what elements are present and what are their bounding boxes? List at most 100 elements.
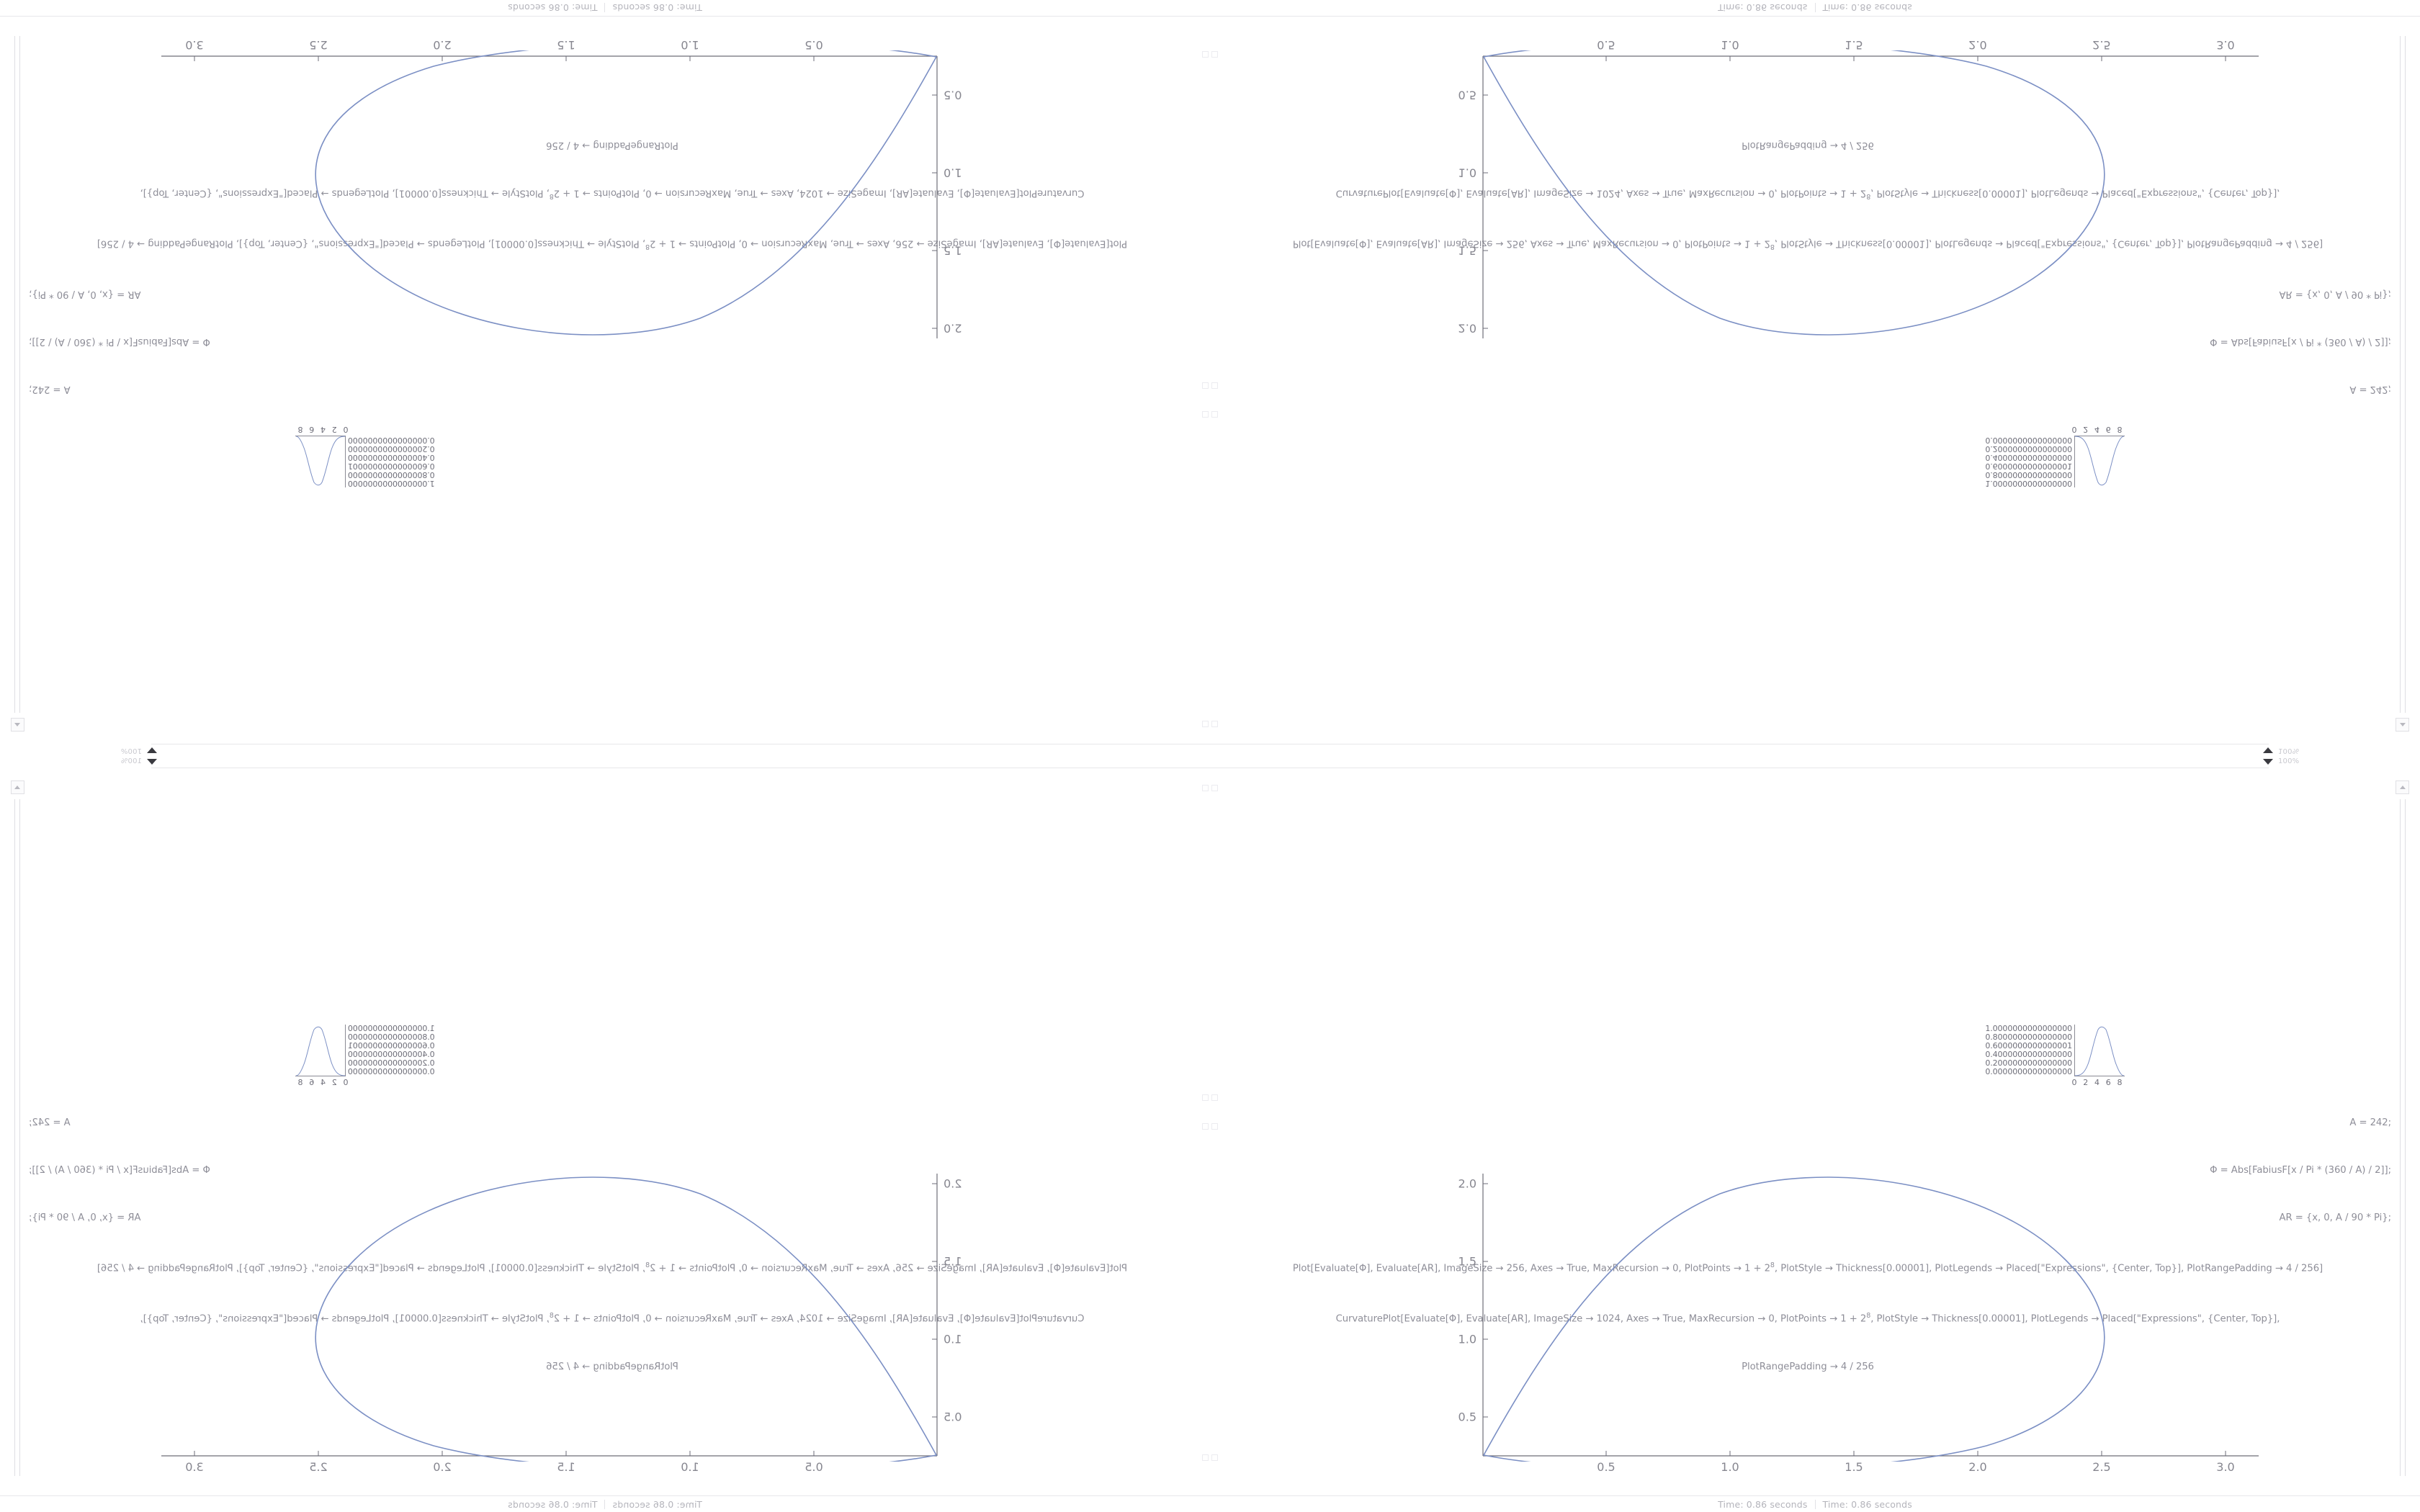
y-tick-label: 0.4000000000000000 <box>1985 1050 2072 1060</box>
notebook-pane: 100% 1.00000000000000 <box>0 0 1210 756</box>
notebook-content: 1.0000000000000000 0.8000000000000000 0.… <box>0 756 1210 1512</box>
x-tick-label: 0.5 <box>1597 38 1615 52</box>
x-tick-label: 3.0 <box>185 1460 204 1474</box>
status-time-label: Time: 0.86 seconds <box>1718 2 1808 14</box>
x-tick-label: 2.5 <box>2092 1460 2111 1474</box>
y-tick-label: 0.4000000000000000 <box>1985 452 2072 462</box>
status-time-label: Time: 0.86 seconds <box>612 1498 702 1510</box>
status-divider <box>1814 1499 1816 1509</box>
status-time-label-2: Time: 0.86 seconds <box>508 2 598 14</box>
status-divider <box>604 3 606 13</box>
cell-bracket[interactable] <box>1211 785 1218 791</box>
scrollbar-track-left[interactable] <box>2400 799 2401 1476</box>
code-line-2: Φ = Abs[FabiusF[x / Pi * (360 / A) / 2]]… <box>2210 1165 2391 1176</box>
y-tick-label: 2.0 <box>944 1176 962 1191</box>
x-tick-label: 0.5 <box>1597 1460 1615 1474</box>
x-tick-label: 4 <box>2094 1078 2099 1087</box>
cell-bracket[interactable] <box>1211 1454 1218 1461</box>
legend-inset-plot: 1.0000000000000000 0.8000000000000000 0.… <box>295 425 435 488</box>
cell-bracket[interactable] <box>1211 1094 1218 1101</box>
legend-plot-y-ticklabels: 1.0000000000000000 0.8000000000000000 0.… <box>1985 1024 2074 1077</box>
x-tick-label: 2.0 <box>1968 1460 1987 1474</box>
code-line-1: A = 242; <box>2349 1117 2391 1128</box>
curvature-curve-svg <box>161 1174 938 1462</box>
legend-plot-frame <box>295 436 346 487</box>
y-axis-line <box>2074 1025 2075 1076</box>
quadrant-top-left: 100% 1.00000000000000 <box>0 0 1210 756</box>
scroll-up-button[interactable] <box>2396 780 2409 794</box>
status-time-label-2: Time: 0.86 seconds <box>1822 2 1912 14</box>
status-bar: Time: 0.86 seconds Time: 0.86 seconds <box>0 1496 1210 1512</box>
y-tick-label: 2.0 <box>1458 1176 1476 1191</box>
vertical-scrollbar[interactable] <box>2396 780 2413 1486</box>
notebook-pane: 100% 1.0000000000000000 <box>1210 756 2420 1512</box>
scrollbar-track-right[interactable] <box>2405 799 2406 1476</box>
x-tick-label: 6 <box>2105 1078 2111 1087</box>
status-time-label: Time: 0.86 seconds <box>1718 1498 1808 1510</box>
status-time-label-2: Time: 0.86 seconds <box>508 1498 598 1510</box>
zoom-control[interactable]: 100% <box>2263 757 2299 765</box>
quadrant-bottom-right: 100% 1.0000000000000000 <box>1210 756 2420 1512</box>
legend-plot-frame <box>2074 1025 2125 1076</box>
legend-inset-plot: 1.0000000000000000 0.8000000000000000 0.… <box>1985 425 2125 488</box>
x-tick-label: 0.5 <box>805 38 823 52</box>
zoom-level-label: 100% <box>2278 757 2300 765</box>
curvature-plot: 0.5 1.0 1.5 2.0 <box>144 1174 994 1476</box>
quadrant-top-right: 100% 1.0000000000000000 <box>1210 0 2420 756</box>
y-tick-label: 0.2000000000000000 <box>348 444 435 454</box>
notebook-pane: 100% 1.0000000000000000 <box>0 756 1210 1512</box>
status-time-label-2: Time: 0.86 seconds <box>1822 1498 1912 1510</box>
legend-inset-plot: 1.0000000000000000 0.8000000000000000 0.… <box>295 1024 435 1087</box>
status-bar: Time: 0.86 seconds Time: 0.86 seconds <box>1210 1496 2420 1512</box>
x-tick-label: 1.5 <box>557 1460 575 1474</box>
code-line-3: AR = {x, 0, A / 90 * Pi}; <box>2279 1212 2392 1223</box>
y-tick-label: 0.6000000000000001 <box>1985 1041 2072 1051</box>
y-tick-label: 1.0000000000000000 <box>1985 1024 2072 1033</box>
y-tick-label: 0.6000000000000001 <box>1985 461 2072 471</box>
y-tick-label: 0.8000000000000000 <box>1985 469 2072 480</box>
notebook-content: 1.0000000000000000 0.8000000000000000 0.… <box>0 0 1210 756</box>
cell-bracket[interactable] <box>1211 1123 1218 1130</box>
statusbar-divider <box>0 16 1210 17</box>
status-time-label: Time: 0.86 seconds <box>612 2 702 14</box>
x-tick-label: 1.5 <box>557 38 575 52</box>
bump-curve <box>295 436 346 486</box>
x-tick-label: 3.0 <box>2216 38 2235 52</box>
y-tick-label: 1.0000000000000000 <box>348 479 435 488</box>
x-tick-label: 2.0 <box>433 38 452 52</box>
x-tick-label: 2.0 <box>1968 38 1987 52</box>
y-tick-label: 0.2000000000000000 <box>1985 1058 2072 1068</box>
y-tick-label: 0.2000000000000000 <box>1985 444 2072 454</box>
legend-plot-frame <box>295 1025 346 1076</box>
statusbar-divider <box>1210 16 2420 17</box>
curvature-y-ticklabels: 0.5 1.0 1.5 2.0 <box>1426 50 1476 338</box>
curvature-curve-svg <box>1482 50 2259 338</box>
notebook-pane: 100% 1.0000000000000000 <box>1210 0 2420 756</box>
y-tick-label: 1.0 <box>1458 1332 1476 1346</box>
curvature-plot: 0.5 1.0 1.5 2.0 <box>1426 36 2276 338</box>
y-tick-label: 1.5 <box>1458 1254 1476 1269</box>
curvature-y-ticklabels: 0.5 1.0 1.5 2.0 <box>944 1174 994 1462</box>
x-tick-label: 1.5 <box>1845 38 1863 52</box>
y-tick-label: 1.0 <box>944 166 962 180</box>
code-cell[interactable]: A = 242; Φ = Abs[FabiusF[x / Pi * (360 /… <box>1224 1084 2391 1407</box>
x-tick-label: 0.5 <box>805 1460 823 1474</box>
x-tick-label: 2.5 <box>2092 38 2111 52</box>
curvature-plot: 0.5 1.0 1.5 2.0 <box>1426 1174 2276 1476</box>
triangle-up-icon <box>2400 786 2406 789</box>
code-line-1: A = 242; <box>29 1117 71 1128</box>
chevron-down-icon[interactable] <box>2263 758 2273 765</box>
legend-plot-y-ticklabels: 1.0000000000000000 0.8000000000000000 0.… <box>346 435 435 488</box>
x-tick-label: 8 <box>2117 1078 2123 1087</box>
x-tick-label: 2 <box>2083 1078 2089 1087</box>
legend-plot-frame <box>2074 436 2125 487</box>
status-bar: Time: 0.86 seconds Time: 0.86 seconds <box>1210 0 2420 16</box>
y-tick-label: 0.8000000000000000 <box>1985 1032 2072 1043</box>
y-tick-label: 0.0000000000000000 <box>1985 435 2072 445</box>
x-tick-label: 2.5 <box>309 38 328 52</box>
x-tick-label: 1.5 <box>1845 1460 1863 1474</box>
legend-inset-plot: 1.0000000000000000 0.8000000000000000 0.… <box>1985 1024 2125 1087</box>
y-tick-label: 0.5 <box>944 88 962 102</box>
y-tick-label: 0.5 <box>1458 1410 1476 1424</box>
y-tick-label: 2.0 <box>944 321 962 336</box>
